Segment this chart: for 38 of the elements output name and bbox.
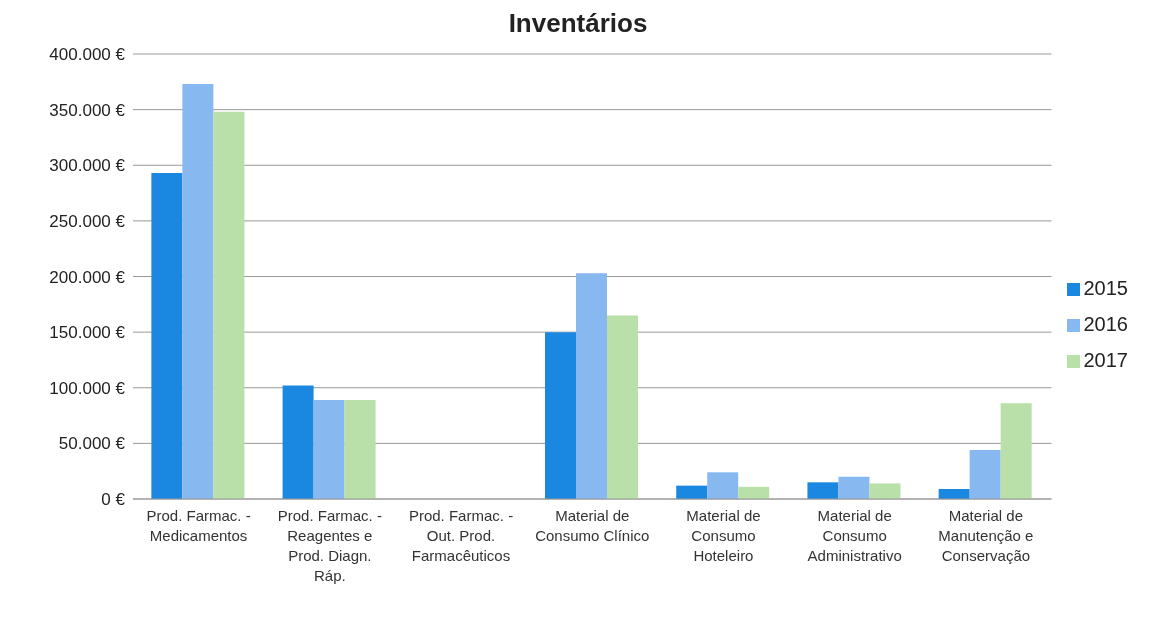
legend-label: 2016 — [1083, 313, 1128, 335]
x-tick-label: Material de Consumo Administrativo — [807, 507, 902, 564]
bar — [576, 273, 608, 499]
y-tick-label: 150.000 € — [49, 323, 126, 343]
bar — [182, 84, 214, 499]
bar — [869, 483, 901, 499]
bar — [707, 472, 739, 499]
bar — [738, 486, 770, 499]
x-tick-label: Prod. Farmac. - Reagentes e Prod. Diagn. Ráp. — [277, 507, 382, 584]
bar — [1000, 403, 1032, 499]
bar — [807, 482, 839, 499]
y-tick-label: 100.000 € — [49, 378, 126, 398]
bar — [838, 476, 870, 499]
y-tick-label: 350.000 € — [49, 100, 126, 120]
y-tick-label: 200.000 € — [49, 267, 126, 287]
y-tick-label: 400.000 € — [49, 45, 126, 65]
y-tick-label: 250.000 € — [49, 211, 126, 231]
x-tick-label: Material de Manutenção e Conservação — [938, 507, 1034, 564]
y-tick-label: 50.000 € — [58, 434, 126, 454]
x-tick-label: Material de Consumo Clínico — [535, 507, 650, 544]
legend-label: 2015 — [1083, 277, 1128, 299]
legend-label: 2017 — [1083, 349, 1128, 371]
bar — [938, 488, 970, 499]
bar — [607, 315, 639, 499]
x-tick-label: Prod. Farmac. - Medicamentos — [146, 507, 251, 544]
bar — [545, 332, 577, 499]
bar — [969, 450, 1001, 499]
bar — [313, 399, 345, 499]
bar — [676, 485, 708, 499]
bar — [344, 399, 376, 499]
bar — [213, 111, 245, 499]
bar — [151, 173, 183, 499]
x-tick-label: Prod. Farmac. - Out. Prod. Farmacêuticos — [408, 507, 514, 564]
y-tick-label: 300.000 € — [49, 156, 126, 176]
bar — [282, 385, 314, 499]
x-tick-label: Material de Consumo Hoteleiro — [686, 507, 761, 564]
y-tick-label: 0 € — [101, 490, 126, 510]
chart-title: Inventários — [507, 8, 649, 39]
